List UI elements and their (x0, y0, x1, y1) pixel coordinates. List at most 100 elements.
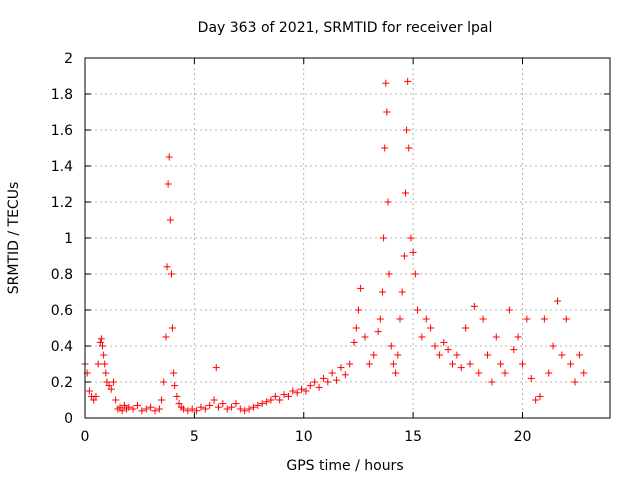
data-point (532, 396, 540, 404)
data-point (431, 342, 439, 350)
data-point (116, 403, 124, 411)
data-point (580, 369, 588, 377)
data-point (112, 396, 120, 404)
data-point (107, 385, 115, 393)
y-tick-label: 0.2 (51, 375, 73, 391)
data-point (488, 378, 496, 386)
data-point (164, 180, 172, 188)
data-point (403, 126, 411, 134)
data-point (385, 270, 393, 278)
data-point (379, 288, 386, 296)
data-point (102, 369, 110, 377)
data-point (103, 378, 111, 386)
data-point (536, 392, 544, 400)
data-point (558, 351, 566, 359)
data-point (158, 396, 166, 404)
data-point (249, 403, 257, 411)
data-points (81, 77, 588, 415)
data-point (374, 328, 382, 336)
data-point (162, 333, 170, 341)
data-point (396, 315, 404, 323)
data-point (85, 387, 93, 395)
data-point (549, 342, 557, 350)
y-axis-ticks: 0 0.2 0.4 0.6 0.8 1 1.2 1.4 1.6 1.8 2 (51, 51, 610, 427)
data-point (381, 144, 389, 152)
data-point (510, 346, 518, 354)
data-point (492, 333, 500, 341)
data-point (165, 153, 173, 161)
data-point (383, 108, 391, 116)
y-tick-label: 2 (64, 51, 73, 67)
data-point (501, 369, 509, 377)
data-point (380, 234, 388, 242)
data-point (90, 396, 98, 404)
data-point (567, 360, 575, 368)
data-point (280, 391, 288, 399)
data-point (210, 396, 218, 404)
data-point (384, 198, 392, 206)
data-point (184, 407, 192, 415)
data-point (341, 371, 349, 379)
data-point (271, 392, 279, 400)
data-point (398, 288, 406, 296)
y-tick-label: 0 (64, 411, 73, 427)
data-point (92, 392, 100, 400)
data-point (453, 351, 461, 359)
data-point (175, 400, 183, 408)
data-point (466, 360, 474, 368)
data-point (170, 369, 178, 377)
data-point (232, 400, 240, 408)
data-point (324, 378, 332, 386)
data-point (276, 396, 284, 404)
data-point (365, 360, 373, 368)
data-point (298, 385, 306, 393)
data-point (228, 403, 236, 411)
data-point (254, 401, 262, 409)
data-point (540, 315, 548, 323)
data-point (479, 315, 487, 323)
data-point (333, 376, 341, 384)
data-point (118, 407, 126, 415)
data-point (289, 387, 297, 395)
data-point (105, 382, 113, 390)
data-point (214, 403, 222, 411)
data-point (99, 342, 106, 350)
data-point (427, 324, 435, 332)
data-point (411, 270, 419, 278)
data-point (129, 405, 137, 413)
data-point (400, 252, 408, 260)
data-point (414, 306, 421, 314)
data-point (407, 234, 415, 242)
data-point (405, 144, 413, 152)
data-point (523, 315, 531, 323)
data-point (212, 364, 220, 372)
y-axis-label: SRMTID / TECUs (6, 182, 22, 295)
data-point (387, 342, 395, 350)
data-point (142, 405, 150, 413)
data-point (125, 403, 133, 411)
data-point (100, 351, 108, 359)
data-point (169, 324, 176, 332)
y-tick-label: 0.4 (51, 339, 73, 355)
data-point (163, 263, 171, 271)
x-axis-ticks: 0 5 10 15 20 (81, 58, 532, 445)
data-point (311, 378, 319, 386)
data-point (497, 360, 505, 368)
x-tick-label: 10 (295, 429, 313, 445)
x-axis-label: GPS time / hours (286, 458, 403, 474)
data-point (527, 374, 535, 382)
data-point (267, 396, 275, 404)
data-point (562, 315, 570, 323)
data-point (101, 360, 109, 368)
data-point (370, 351, 378, 359)
data-point (167, 270, 175, 278)
data-point (389, 360, 397, 368)
data-point (263, 398, 271, 406)
y-tick-label: 1.4 (51, 159, 73, 175)
data-point (422, 315, 430, 323)
data-point (462, 324, 470, 332)
data-point (435, 351, 443, 359)
x-tick-label: 20 (514, 429, 532, 445)
data-point (361, 333, 369, 341)
